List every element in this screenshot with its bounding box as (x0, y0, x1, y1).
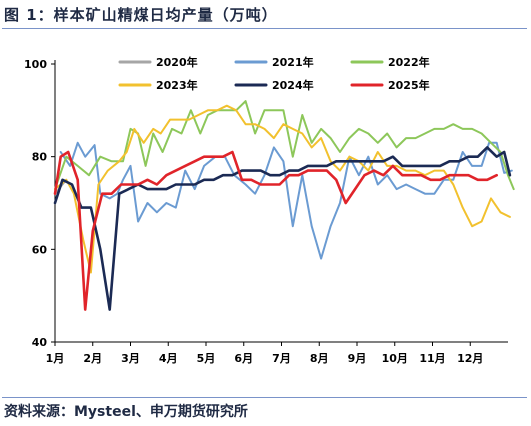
x-tick-label-7: 7月 (272, 352, 291, 365)
legend-label-2022: 2022年 (388, 55, 430, 69)
x-tick-label-4: 4月 (159, 352, 178, 365)
series-line-2025 (53, 150, 498, 311)
x-tick-label-3: 3月 (121, 352, 140, 365)
series-line-2022 (54, 100, 515, 191)
x-tick-label-10: 10月 (382, 352, 408, 365)
x-tick-label-9: 9月 (348, 352, 367, 365)
line-chart: 40 60 80 100 1月 2月 3月 4月 5月 6月 7月 8月 9月 10月 11月 12月 2020… (24, 55, 515, 365)
y-tick-label-80: 80 (32, 151, 48, 164)
x-tick-label-5: 5月 (197, 352, 216, 365)
legend-label-2023: 2023年 (156, 78, 198, 92)
series-line-2023 (54, 104, 511, 274)
source-rule (2, 397, 527, 398)
title-rule (2, 28, 527, 29)
legend-label-2025: 2025年 (388, 78, 430, 92)
legend-label-2024: 2024年 (272, 78, 314, 92)
x-tick-label-2: 2月 (83, 352, 102, 365)
x-tick-label-8: 8月 (310, 352, 329, 365)
series-line-2021 (59, 141, 513, 260)
series-line-2024 (53, 146, 512, 311)
legend-label-2020: 2020年 (156, 55, 198, 69)
x-tick-label-11: 11月 (419, 352, 445, 365)
legend-label-2021: 2021年 (272, 55, 314, 69)
source-note: 资料来源：Mysteel、申万期货研究所 (4, 404, 248, 420)
x-tick-label-1: 1月 (46, 352, 65, 365)
y-tick-label-100: 100 (24, 58, 47, 71)
y-tick-label-60: 60 (32, 243, 48, 256)
y-tick-label-40: 40 (32, 336, 48, 349)
x-tick-label-12: 12月 (457, 352, 483, 365)
x-tick-label-6: 6月 (234, 352, 253, 365)
figure-title: 图 1：样本矿山精煤日均产量（万吨） (4, 6, 278, 24)
